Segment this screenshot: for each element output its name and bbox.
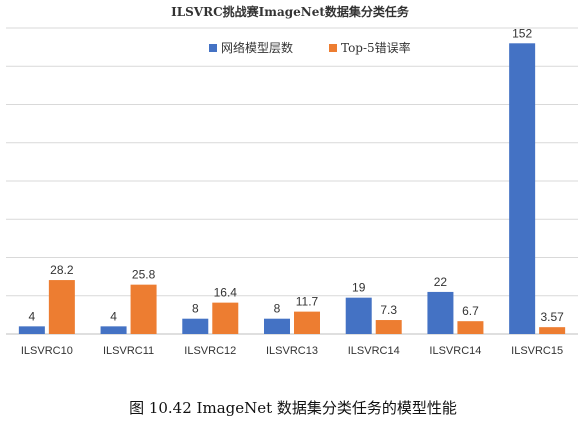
bar-layers-6 bbox=[509, 43, 536, 335]
bar-top5-error-4 bbox=[375, 320, 402, 334]
legend-label: Top-5错误率 bbox=[341, 40, 411, 55]
bar-top5-error-2 bbox=[212, 302, 239, 334]
bar-layers-1 bbox=[100, 326, 127, 334]
x-tick-label: ILSVRC10 bbox=[21, 345, 73, 357]
data-label: 28.2 bbox=[50, 263, 74, 277]
x-axis-tick-labels: ILSVRC10 ILSVRC11 ILSVRC12 ILSVRC13 ILSVRC14… bbox=[21, 345, 563, 357]
bar-layers-5 bbox=[427, 291, 454, 334]
bar-top5-error-5 bbox=[457, 321, 484, 334]
figure-caption: 图 10.42 ImageNet 数据集分类任务的模型性能 bbox=[129, 399, 457, 417]
x-tick-label: ILSVRC12 bbox=[184, 345, 236, 357]
legend-label: 网络模型层数 bbox=[221, 40, 293, 55]
data-label: 4 bbox=[29, 309, 36, 323]
data-label: 3.57 bbox=[540, 310, 564, 324]
bar-chart: ILSVRC挑战赛ImageNet数据集分类任务 4 28.2 4 25.8 8 16.4… bbox=[6, 4, 578, 357]
data-label: 7.3 bbox=[380, 303, 397, 317]
x-tick-label: ILSVRC14 bbox=[429, 345, 481, 357]
bar-top5-error-3 bbox=[294, 311, 320, 334]
chart-title: ILSVRC挑战赛ImageNet数据集分类任务 bbox=[171, 4, 410, 19]
bar-top5-error-0 bbox=[48, 280, 75, 334]
data-label: 19 bbox=[352, 281, 366, 295]
x-tick-label: ILSVRC15 bbox=[511, 345, 563, 357]
bars bbox=[18, 43, 566, 335]
legend-swatch bbox=[329, 44, 337, 52]
bar-layers-4 bbox=[345, 297, 372, 334]
bar-layers-3 bbox=[264, 318, 290, 334]
data-label: 25.8 bbox=[132, 268, 156, 282]
legend-swatch bbox=[209, 44, 217, 52]
legend: 网络模型层数 Top-5错误率 bbox=[209, 40, 411, 55]
x-tick-label: ILSVRC14 bbox=[348, 345, 400, 357]
bar-layers-0 bbox=[18, 326, 45, 334]
bar-top5-error-1 bbox=[130, 284, 157, 334]
x-tick-label: ILSVRC13 bbox=[266, 345, 318, 357]
bar-layers-2 bbox=[182, 318, 209, 334]
data-label: 11.7 bbox=[296, 295, 319, 309]
data-label: 4 bbox=[110, 309, 117, 323]
data-labels: 4 28.2 4 25.8 8 16.4 8 11.7 19 7.3 22 6.7 152 3.57 bbox=[29, 26, 565, 324]
data-label: 6.7 bbox=[462, 304, 479, 318]
x-tick-label: ILSVRC11 bbox=[103, 345, 154, 357]
data-label: 22 bbox=[434, 275, 448, 289]
bar-top5-error-6 bbox=[539, 327, 566, 334]
data-label: 152 bbox=[512, 26, 532, 40]
data-label: 8 bbox=[274, 302, 281, 316]
data-label: 16.4 bbox=[214, 286, 238, 300]
data-label: 8 bbox=[192, 302, 199, 316]
gridlines bbox=[6, 27, 578, 335]
